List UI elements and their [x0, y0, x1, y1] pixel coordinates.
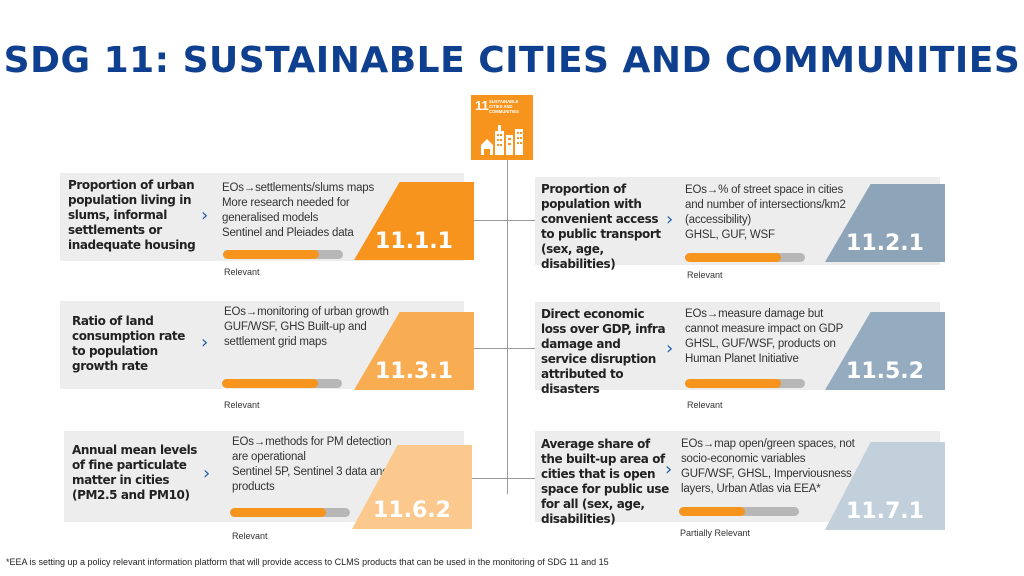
- relevance-bar: [685, 379, 805, 388]
- relevance-label: Relevant: [687, 400, 723, 410]
- indicator-description: EOs→methods for PM detection are operati…: [232, 436, 392, 493]
- relevance-bar-fill: [685, 253, 781, 262]
- indicator-label: Average share of the built-up area of ci…: [541, 437, 669, 526]
- page-title: SDG 11: SUSTAINABLE CITIES AND COMMUNITI…: [3, 40, 1021, 81]
- relevance-bar-fill: [223, 250, 319, 259]
- connector-11-6-2: [464, 478, 507, 479]
- connector-11-5-2: [507, 348, 535, 349]
- relevance-label: Relevant: [224, 267, 260, 277]
- connector-11-3-1: [464, 348, 507, 349]
- relevance-bar-fill: [222, 379, 318, 388]
- indicator-label: Proportion of urban population living in…: [68, 178, 196, 252]
- indicator-label: Proportion of population with convenient…: [541, 182, 661, 271]
- chevron-right-icon: ›: [201, 332, 209, 353]
- indicator-description: EOs→map open/green spaces, not socio-eco…: [681, 438, 855, 495]
- city-buildings-icon: [481, 125, 523, 155]
- footnote: *EEA is setting up a policy relevant inf…: [6, 557, 609, 567]
- indicator-label: Annual mean levels of fine particulate m…: [72, 443, 198, 502]
- sdg-caption: SUSTAINABLE CITIES AND COMMUNITIES: [489, 99, 519, 114]
- relevance-label: Relevant: [224, 400, 260, 410]
- relevance-bar: [679, 507, 799, 516]
- relevance-bar: [223, 250, 343, 259]
- relevance-bar-fill: [230, 508, 326, 517]
- sdg11-icon: 11 SUSTAINABLE CITIES AND COMMUNITIES: [471, 95, 533, 160]
- chevron-right-icon: ›: [666, 209, 674, 230]
- chevron-right-icon: ›: [665, 459, 673, 480]
- indicator-description: EOs→monitoring of urban growth GUF/WSF, …: [224, 306, 389, 348]
- chevron-right-icon: ›: [666, 338, 674, 359]
- chevron-right-icon: ›: [203, 463, 211, 484]
- indicator-label: Direct economic loss over GDP, infra dam…: [541, 307, 666, 396]
- indicator-description: EOs→% of street space in cities and numb…: [685, 184, 846, 241]
- relevance-label: Relevant: [687, 270, 723, 280]
- connector-11-2-1: [507, 220, 535, 221]
- indicator-description: EOs→settlements/slums maps More research…: [222, 182, 375, 239]
- chevron-right-icon: ›: [201, 205, 209, 226]
- relevance-bar-fill: [679, 507, 745, 516]
- connector-11-7-1: [507, 478, 535, 479]
- relevance-label: Partially Relevant: [680, 528, 751, 538]
- relevance-bar-fill: [685, 379, 781, 388]
- sdg-number: 11: [475, 98, 489, 113]
- relevance-bar: [685, 253, 805, 262]
- connector-11-1-1: [464, 220, 507, 221]
- relevance-bar: [230, 508, 350, 517]
- relevance-label: Relevant: [232, 531, 268, 541]
- relevance-bar: [222, 379, 342, 388]
- indicator-label: Ratio of land consumption rate to popula…: [72, 314, 185, 373]
- connector-vertical: [507, 160, 508, 494]
- indicator-description: EOs→measure damage but cannot measure im…: [685, 308, 844, 365]
